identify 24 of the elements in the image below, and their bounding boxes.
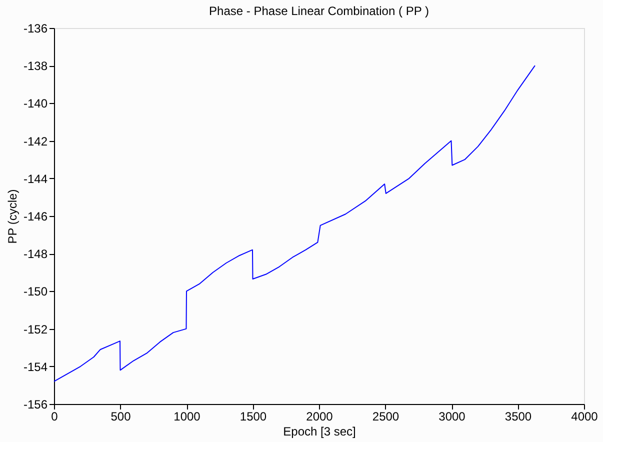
x-axis-title: Epoch [3 sec] — [283, 424, 356, 438]
x-tick-label: 1000 — [174, 410, 201, 424]
chart-title: Phase - Phase Linear Combination ( PP ) — [209, 4, 429, 18]
y-tick-label: -148 — [23, 247, 48, 262]
y-tick-label: -152 — [23, 322, 48, 336]
y-axis-title: PP (cycle) — [5, 189, 20, 244]
y-tick-label: -156 — [23, 398, 48, 412]
x-tick-label: 1500 — [240, 410, 267, 424]
x-tick-label: 4000 — [571, 410, 598, 424]
line-series — [54, 65, 536, 382]
y-tick-label: -136 — [23, 22, 48, 36]
y-tick-label: -138 — [23, 59, 48, 74]
y-tick-label: -144 — [23, 172, 48, 186]
x-tick-label: 0 — [51, 410, 58, 424]
x-tick-label: 2500 — [372, 410, 400, 424]
x-tick-label: 3000 — [438, 410, 466, 424]
y-tick-label: -154 — [23, 360, 48, 374]
y-tick-label: -142 — [23, 134, 48, 148]
x-tick-label: 2000 — [306, 410, 334, 424]
x-tick-label: 500 — [110, 410, 132, 424]
y-tick-label: -146 — [23, 210, 48, 224]
y-tick-label: -140 — [23, 96, 48, 111]
x-tick-label: 3500 — [504, 410, 532, 424]
y-tick-label: -150 — [23, 284, 48, 299]
